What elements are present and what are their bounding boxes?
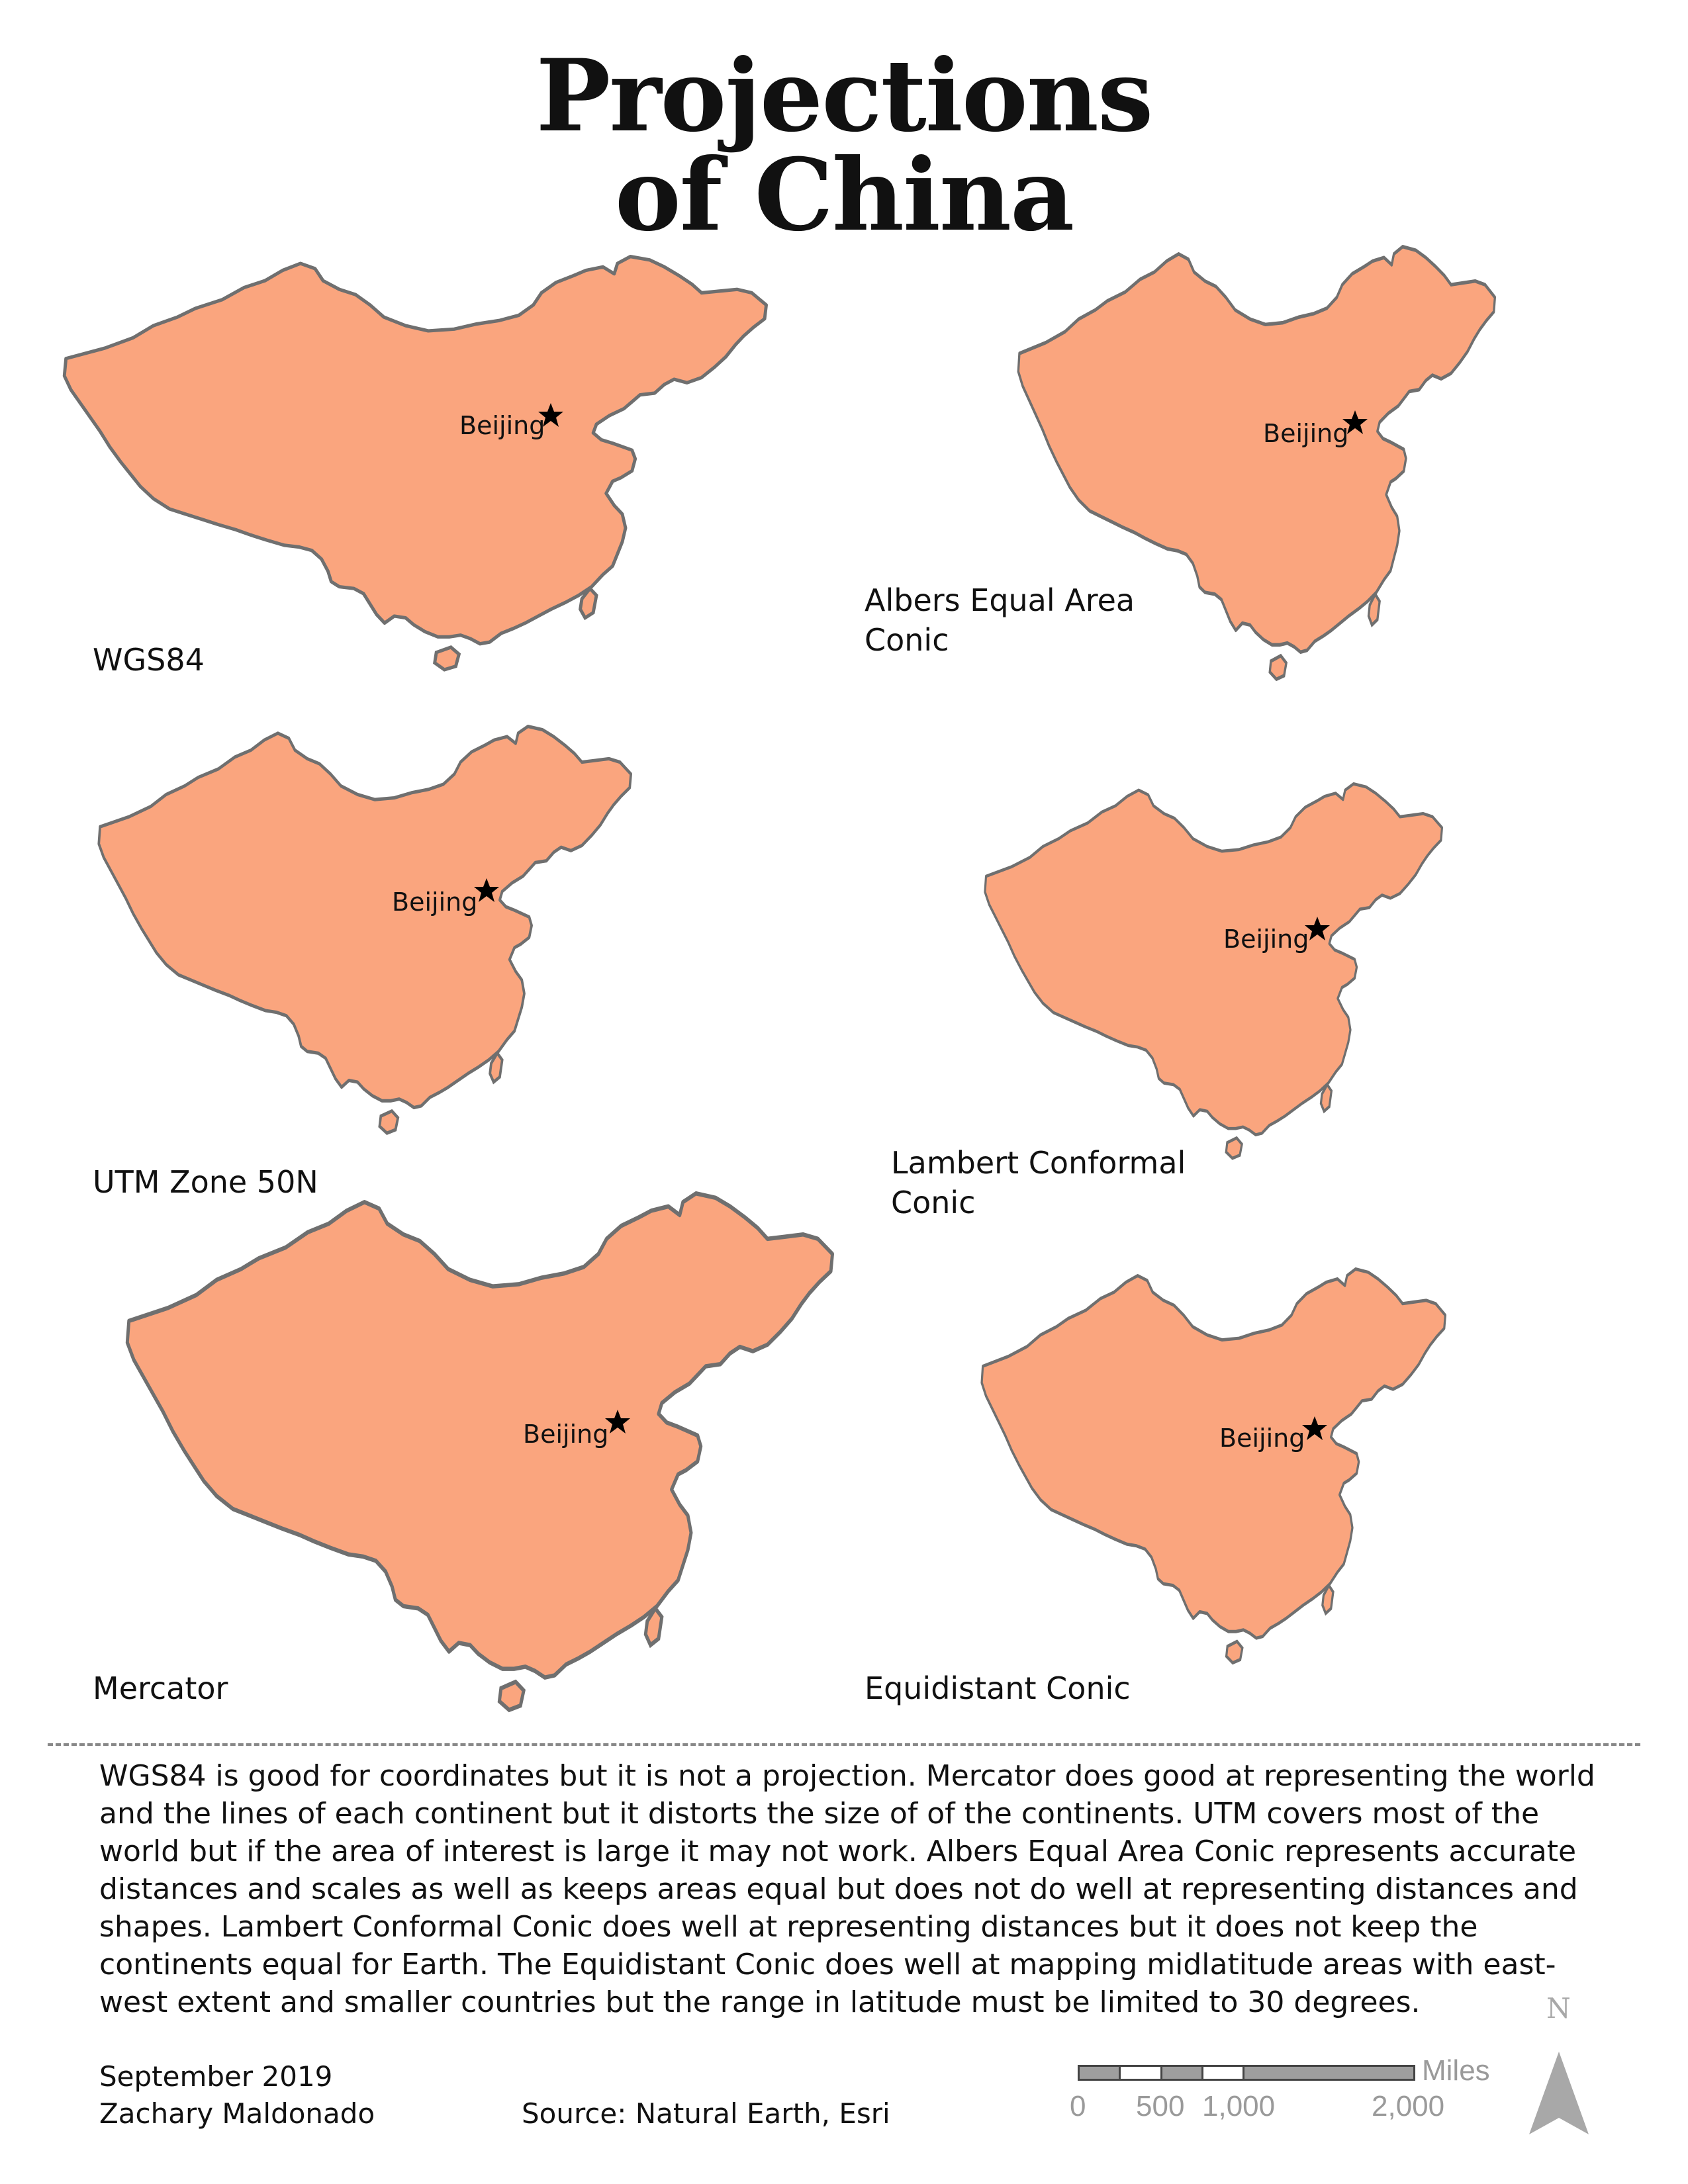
label-wgs84: WGS84 xyxy=(93,642,205,678)
north-letter: N xyxy=(1546,1992,1571,2025)
map-lambert xyxy=(980,782,1443,1166)
date-text: September 2019 xyxy=(99,2060,333,2093)
map-mercator xyxy=(119,1191,834,1721)
star-icon xyxy=(538,403,563,427)
divider xyxy=(48,1743,1640,1746)
map-equidistant xyxy=(976,1267,1446,1671)
star-icon xyxy=(1342,410,1368,434)
title-line-2: of China xyxy=(614,137,1074,253)
scale-tick: 1,000 xyxy=(1202,2090,1276,2122)
city-label-beijing: Beijing xyxy=(392,887,478,917)
scale-tick: 500 xyxy=(1136,2090,1185,2122)
label-albers-2: Conic xyxy=(865,622,949,658)
north-arrow: N xyxy=(1523,1992,1602,2138)
scale-units: Miles xyxy=(1422,2054,1490,2087)
scale-tick: 0 xyxy=(1070,2090,1086,2122)
scale-bar-graphic xyxy=(1078,2065,1415,2081)
city-label-beijing: Beijing xyxy=(1223,925,1309,954)
author-text: Zachary Maldonado xyxy=(99,2097,375,2130)
city-label-beijing: Beijing xyxy=(459,411,545,440)
label-equidistant: Equidistant Conic xyxy=(865,1670,1131,1706)
label-utm: UTM Zone 50N xyxy=(93,1164,318,1200)
map-title: Projections of China xyxy=(0,46,1688,245)
star-icon xyxy=(474,878,499,902)
city-label-beijing: Beijing xyxy=(523,1420,609,1449)
label-lambert: Lambert Conformal xyxy=(891,1145,1186,1181)
scale-tick: 2,000 xyxy=(1372,2090,1445,2122)
label-lambert-2: Conic xyxy=(891,1185,976,1220)
city-label-beijing: Beijing xyxy=(1263,419,1349,448)
source-text: Source: Natural Earth, Esri xyxy=(522,2097,890,2130)
north-arrow-icon xyxy=(1529,2052,1589,2134)
star-icon xyxy=(1305,917,1330,940)
star-icon xyxy=(1302,1416,1327,1440)
scale-bar: Miles 0 500 1,000 2,000 xyxy=(1070,2054,1528,2131)
star-icon xyxy=(605,1410,630,1433)
map-utm xyxy=(93,725,632,1142)
label-albers: Albers Equal Area xyxy=(865,582,1135,618)
city-label-beijing: Beijing xyxy=(1219,1424,1305,1453)
label-mercator: Mercator xyxy=(93,1670,228,1706)
title-line-1: Projections xyxy=(536,38,1154,154)
map-wgs84 xyxy=(56,255,768,678)
description-text: WGS84 is good for coordinates but it is … xyxy=(99,1759,1595,2019)
map-albers xyxy=(1013,245,1496,688)
